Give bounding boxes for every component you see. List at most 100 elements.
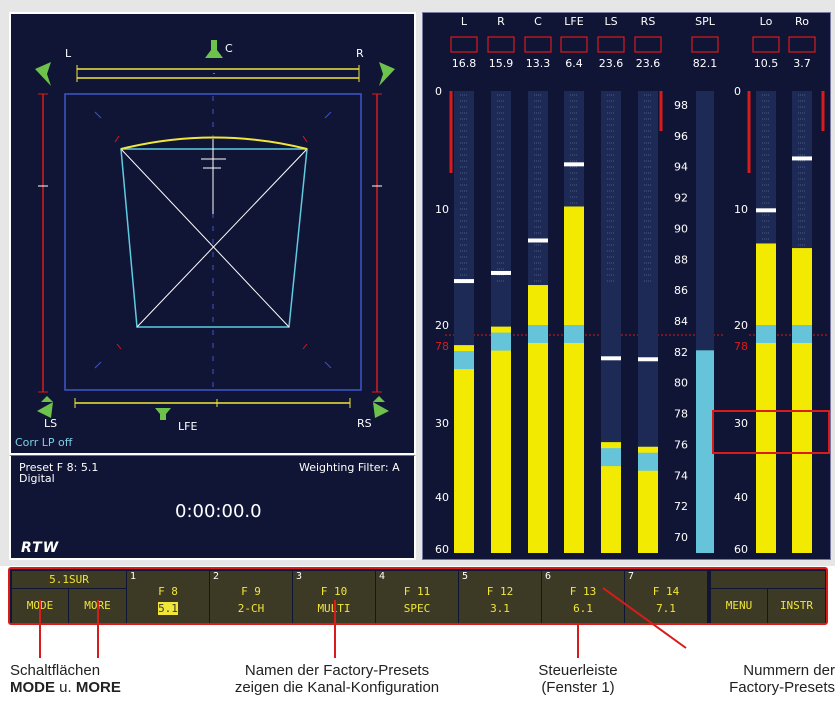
spl-scale-label: 82 — [674, 346, 688, 359]
channel-rs-peak — [638, 357, 658, 362]
downmix-lo-peak — [756, 208, 776, 213]
preset-number: 4 — [379, 571, 386, 582]
preset-name: F 13 — [569, 585, 597, 598]
preset-button-5[interactable]: 5 F 12 3.1 — [459, 571, 541, 623]
scale-right-label: 0 — [734, 85, 741, 98]
preset-name: F 14 — [652, 585, 680, 598]
channel-l-bar — [454, 345, 474, 553]
mode-indicator: 5.1SUR — [12, 571, 126, 588]
spl-scale-label: 76 — [674, 438, 688, 451]
preset-number: 7 — [628, 571, 635, 582]
spl-scale-label: 92 — [674, 192, 688, 205]
channel-c-bar — [528, 285, 548, 553]
info-panel: Preset F 8: 5.1 Digital Weighting Filter… — [9, 455, 416, 560]
spl-scale-label: 78 — [674, 408, 688, 421]
scale-left-label: 10 — [435, 203, 449, 216]
channel-l-name: L — [461, 15, 468, 28]
channel-rs-bar — [638, 446, 658, 553]
speaker-rs-icon — [373, 396, 389, 418]
channel-lfe-name: LFE — [564, 15, 583, 28]
speaker-lfe-icon — [155, 408, 171, 420]
channel-rs-name: RS — [641, 15, 656, 28]
channel-lfe-over-indicator — [560, 36, 588, 53]
speaker-l-icon — [35, 62, 51, 86]
spl-scale-label: 80 — [674, 377, 688, 390]
channel-l-peak — [454, 279, 474, 284]
downmix-lo-value: 10.5 — [754, 57, 779, 70]
downmix-ro-band — [792, 325, 812, 343]
channel-rs-track — [638, 91, 658, 553]
highlight-box — [712, 410, 830, 454]
spl-scale-label: 70 — [674, 531, 688, 544]
channel-l-value: 16.8 — [452, 57, 477, 70]
spl-scale-label: 88 — [674, 253, 688, 266]
preset-config: 2-CH — [237, 602, 265, 615]
channel-lfe-peak — [564, 162, 584, 167]
channel-ls-value: 23.6 — [599, 57, 624, 70]
downmix-ro-value: 3.7 — [793, 57, 811, 70]
channel-lfe-value: 6.4 — [565, 57, 583, 70]
preset-name: F 10 — [320, 585, 348, 598]
channel-c-over-indicator — [524, 36, 552, 53]
level-meter-panel: 0 10 20 30 40 60 78 L 16.8 R 15.9 C 13.3 LFE 6.4 LS 23.6… — [422, 12, 831, 560]
meter-graphic: 0 10 20 30 40 60 78 L 16.8 R 15.9 C 13.3 LFE 6.4 LS 23.6… — [435, 15, 828, 556]
timecode: 0:00:00.0 — [175, 501, 262, 522]
channel-lfe-bar — [564, 206, 584, 553]
preset-number: 3 — [296, 571, 303, 582]
active-config: 5.1 — [158, 602, 178, 615]
spl-bar — [696, 350, 714, 553]
analyzer-frame — [64, 93, 362, 391]
channel-ls-over-indicator — [597, 36, 625, 53]
preset-button-2[interactable]: 2 F 9 2-CH — [210, 571, 292, 623]
source-label: Digital — [19, 472, 55, 485]
caption-mode-more: Schaltflächen MODE u. MORE — [10, 662, 121, 696]
spl-scale-label: 84 — [674, 315, 688, 328]
scale-right-label: 60 — [734, 543, 748, 556]
scale-left-label: 40 — [435, 491, 449, 504]
downmix-ro-over-indicator — [788, 36, 816, 53]
channel-rs-value: 23.6 — [636, 57, 661, 70]
channel-ls-bar — [601, 442, 621, 553]
downmix-ro-name: Ro — [795, 15, 809, 28]
preset-button-4[interactable]: 4 F 11 SPEC — [376, 571, 458, 623]
spl-scale-label: 74 — [674, 469, 688, 482]
spl-name: SPL — [695, 15, 716, 28]
preset-name: F 8 — [158, 585, 178, 598]
preset-number: 6 — [545, 571, 552, 582]
menu-button[interactable]: MENU — [711, 589, 767, 623]
downmix-lo-band — [756, 325, 776, 343]
downmix-lo-bar — [756, 243, 776, 553]
channel-r-over-indicator — [487, 36, 515, 53]
preset-name: F 12 — [486, 585, 514, 598]
scale-left-label: 60 — [435, 543, 449, 556]
empty-slot — [711, 571, 825, 588]
channel-lfe-band — [564, 325, 584, 343]
scale-left-label: 20 — [435, 319, 449, 332]
channel-c-band — [528, 325, 548, 343]
spl-scale-label: 90 — [674, 222, 688, 235]
spl-scale-label: 72 — [674, 500, 688, 513]
preset-button-6[interactable]: 6 F 13 6.1 — [542, 571, 624, 623]
downmix-ro-bar — [792, 248, 812, 553]
weighting-label: Weighting Filter: A — [299, 461, 400, 474]
channel-c-peak — [528, 238, 548, 243]
channel-r-bar — [491, 326, 511, 553]
channel-l-over-indicator — [450, 36, 478, 53]
label-c: C — [225, 42, 233, 55]
preset-name: F 9 — [241, 585, 261, 598]
instr-button[interactable]: INSTR — [768, 589, 825, 623]
preset-name: F 11 — [403, 585, 431, 598]
spl-scale-label: 94 — [674, 161, 688, 174]
scale-right-label: 30 — [734, 417, 748, 430]
preset-config: 5.1 — [127, 602, 209, 615]
channel-r-name: R — [497, 15, 505, 28]
spl-scale-label: 86 — [674, 284, 688, 297]
scale-left-label: 0 — [435, 85, 442, 98]
control-bar: 5.1SUR MODE MORE MENU INSTR 1F 85.12F 92… — [8, 567, 828, 625]
correlation-status: Corr LP off — [15, 436, 73, 449]
channel-r-band — [491, 332, 511, 351]
preset-config: SPEC — [403, 602, 431, 615]
label-ls: LS — [44, 417, 58, 430]
scale-right-label: 40 — [734, 491, 748, 504]
preset-button-1[interactable]: 1 F 8 5.1 — [127, 571, 209, 623]
